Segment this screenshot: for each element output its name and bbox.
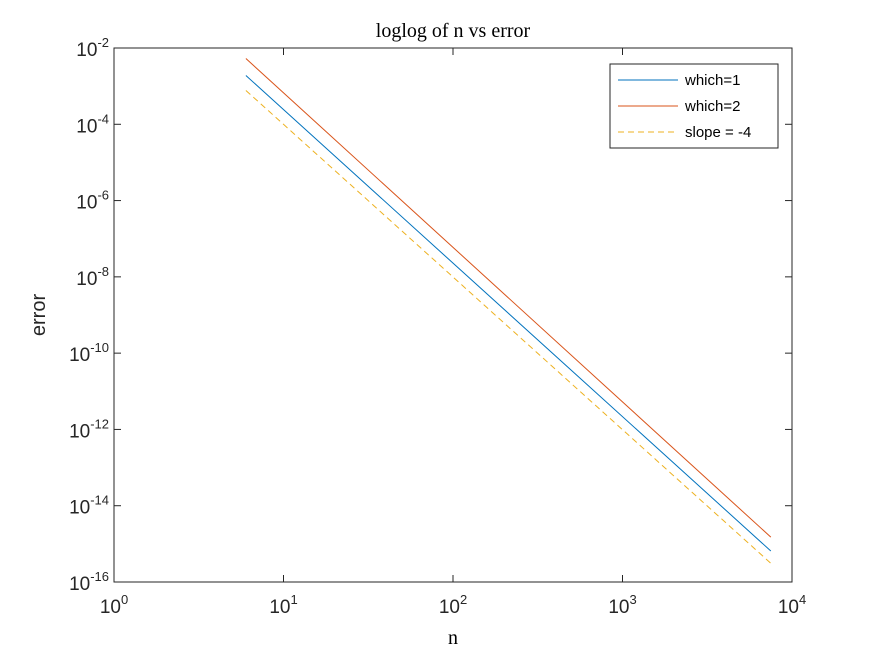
y-tick-label: 10-14 xyxy=(69,493,109,519)
legend-label-2: which=2 xyxy=(684,98,740,115)
x-tick-label: 104 xyxy=(778,592,806,618)
legend-label-1: which=1 xyxy=(684,72,740,89)
y-tick-label-exponent: -4 xyxy=(97,111,109,126)
legend-box xyxy=(609,63,779,149)
series-layer xyxy=(245,58,772,564)
x-tick-label: 102 xyxy=(439,592,467,618)
y-tick-label-base: 10 xyxy=(76,116,97,137)
legend: which=1 which=2 slope = -4 xyxy=(609,63,779,149)
y-tick-label-base: 10 xyxy=(76,269,97,290)
x-tick-label-exponent: 4 xyxy=(799,592,806,607)
x-tick-label-exponent: 0 xyxy=(121,592,128,607)
x-axis-label: n xyxy=(448,627,458,649)
x-tick-label: 100 xyxy=(100,592,128,618)
series-line-3 xyxy=(245,90,772,564)
y-tick-label-exponent: -14 xyxy=(90,493,109,508)
x-tick-label-base: 10 xyxy=(778,597,799,618)
y-tick-label: 10-4 xyxy=(76,111,109,137)
y-tick-label: 10-8 xyxy=(76,264,109,290)
y-tick-label: 10-16 xyxy=(69,569,109,595)
y-tick-label-exponent: -12 xyxy=(90,416,109,431)
x-tick-label-exponent: 3 xyxy=(629,592,636,607)
y-axis-label: error xyxy=(28,294,50,337)
x-tick-label-exponent: 1 xyxy=(290,592,297,607)
x-tick-label-exponent: 2 xyxy=(460,592,467,607)
y-tick-label-base: 10 xyxy=(76,40,97,61)
series-line-2 xyxy=(245,58,772,538)
x-tick-label-base: 10 xyxy=(100,597,121,618)
y-tick-label-exponent: -6 xyxy=(97,188,109,203)
legend-label-3: slope = -4 xyxy=(685,124,751,141)
y-tick-label: 10-2 xyxy=(76,35,109,61)
y-tick-label-base: 10 xyxy=(69,421,90,442)
y-tick-label-base: 10 xyxy=(76,193,97,214)
y-tick-label-base: 10 xyxy=(69,574,90,595)
x-tick-label-base: 10 xyxy=(608,597,629,618)
y-tick-label-base: 10 xyxy=(69,345,90,366)
series-line-1 xyxy=(245,75,772,552)
x-tick-label-base: 10 xyxy=(269,597,290,618)
y-tick-label-exponent: -10 xyxy=(90,340,109,355)
x-tick-label-base: 10 xyxy=(439,597,460,618)
tick-layer: 100 101 102 103 10410-1610-1410-1210-1010-81… xyxy=(69,35,806,618)
y-tick-label: 10-6 xyxy=(76,188,109,214)
y-tick-label-exponent: -2 xyxy=(97,35,109,50)
x-tick-label: 101 xyxy=(269,592,297,618)
chart-title: loglog of n vs error xyxy=(376,20,531,42)
y-tick-label: 10-10 xyxy=(69,340,109,366)
x-tick-label: 103 xyxy=(608,592,636,618)
y-tick-label-exponent: -16 xyxy=(90,569,109,584)
y-tick-label: 10-12 xyxy=(69,416,109,442)
y-tick-label-base: 10 xyxy=(69,498,90,519)
y-tick-label-exponent: -8 xyxy=(97,264,109,279)
